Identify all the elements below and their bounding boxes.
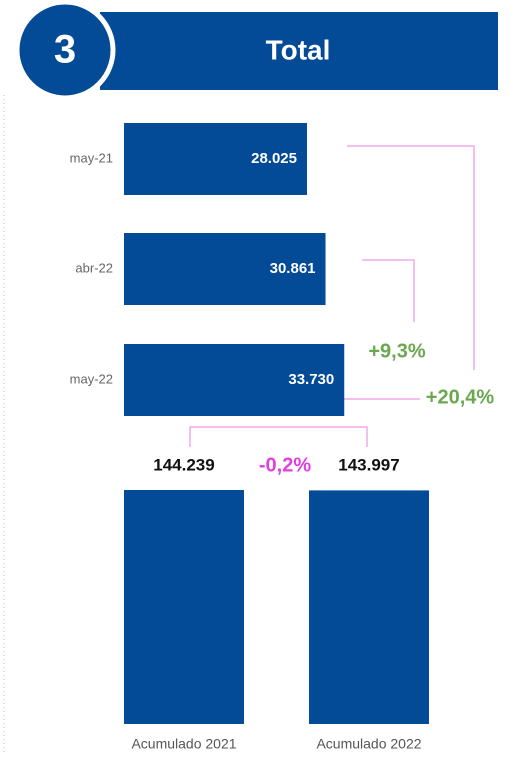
header-number: 3 [54, 28, 76, 72]
value-label: 33.730 [288, 371, 334, 388]
header-bar [100, 12, 498, 90]
header-title: Total [266, 34, 331, 65]
category-label: Acumulado 2022 [316, 736, 421, 752]
category-label: may-21 [70, 150, 113, 165]
header-circle [14, 0, 116, 101]
connector [347, 145, 475, 370]
bar [124, 233, 326, 305]
bar [124, 490, 244, 724]
value-label: 28.025 [251, 150, 297, 167]
connector [189, 426, 368, 447]
category-label: may-22 [70, 371, 113, 386]
annotation: -0,2% [259, 454, 311, 476]
category-label: Acumulado 2021 [131, 736, 236, 752]
bar [309, 490, 429, 724]
annotation: +9,3% [368, 340, 425, 362]
bar [124, 123, 308, 195]
category-label: abr-22 [75, 260, 113, 275]
annotation: +20,4% [426, 386, 495, 408]
connector [362, 259, 415, 322]
value-label: 144.239 [153, 455, 214, 474]
value-label: 30.861 [270, 260, 316, 277]
value-label: 143.997 [338, 455, 399, 474]
bar [124, 344, 345, 416]
